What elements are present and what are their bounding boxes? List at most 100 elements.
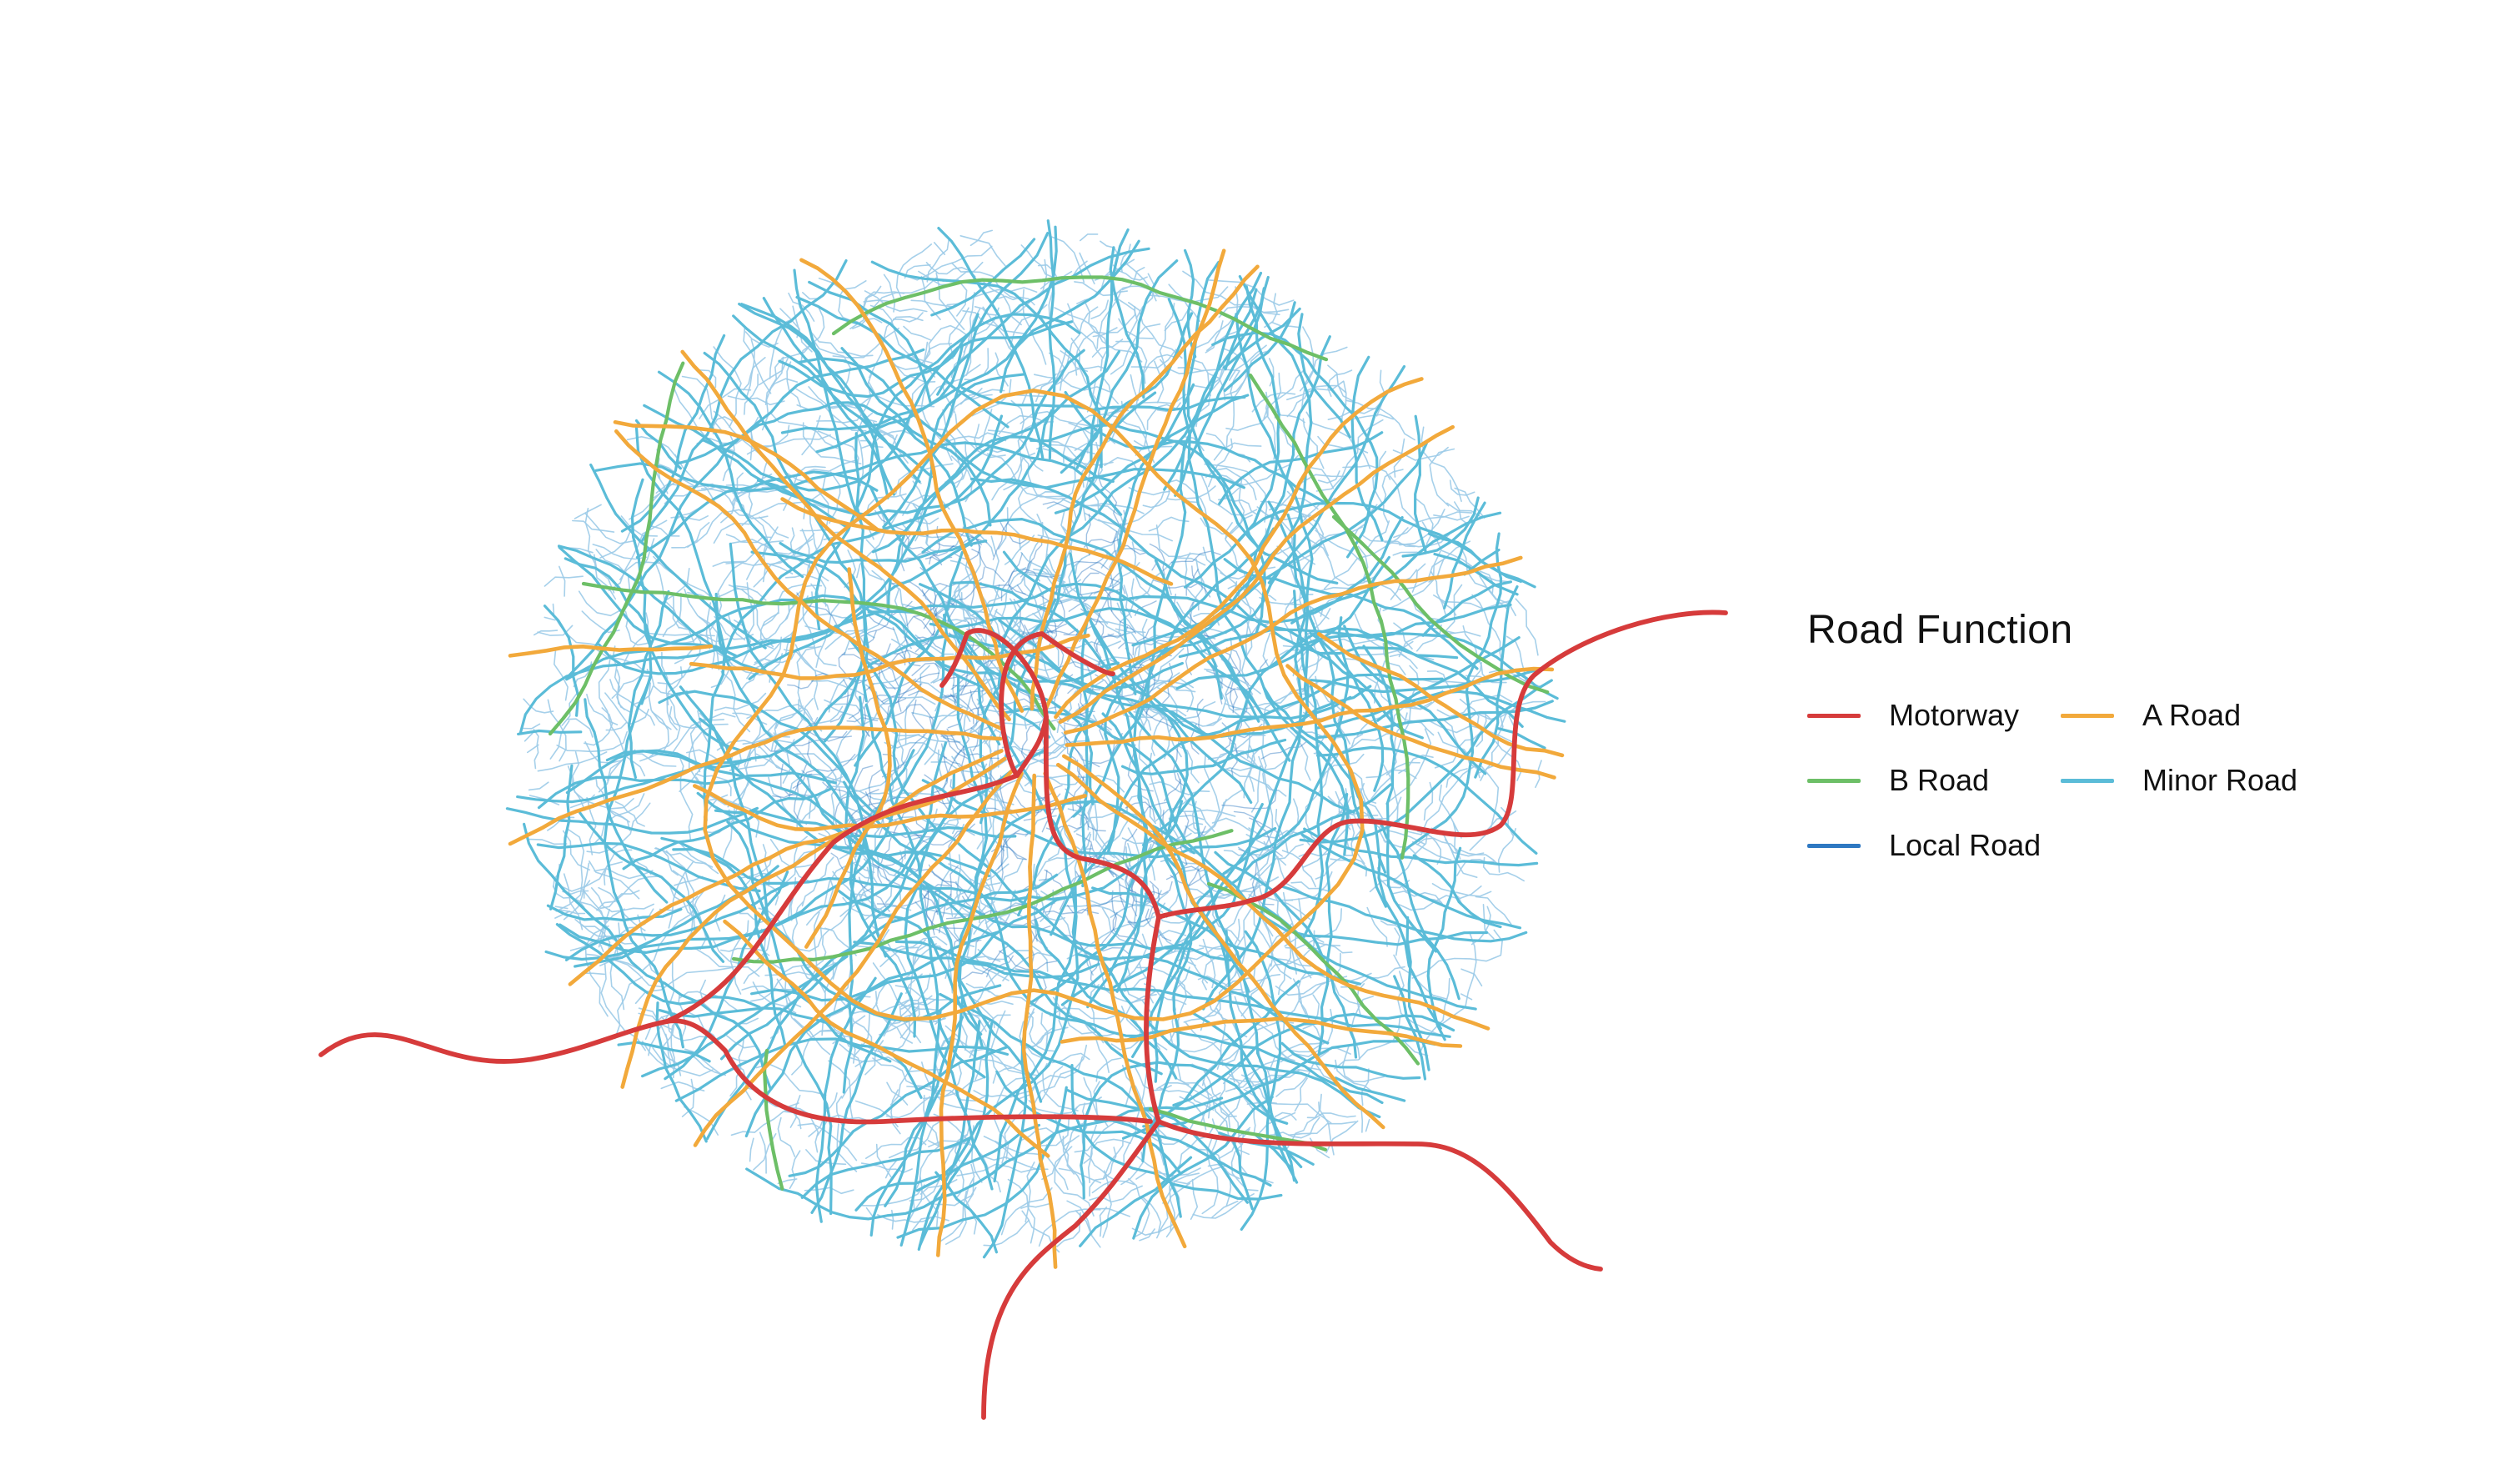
- minor-road: [1412, 854, 1502, 929]
- local-road: [936, 779, 956, 805]
- local-road: [1234, 996, 1287, 1058]
- minor-road: [598, 539, 988, 675]
- local-road: [521, 723, 541, 730]
- local-road: [1063, 588, 1123, 636]
- local-road: [764, 378, 799, 405]
- legend-item-minor-road: Minor Road: [2061, 748, 2311, 813]
- local-road: [1135, 1155, 1228, 1185]
- local-road: [901, 603, 967, 622]
- legend-item-motorway: Motorway: [1807, 683, 2057, 748]
- local-road: [527, 744, 539, 754]
- local-road: [1006, 507, 1021, 550]
- minor-road: [1121, 738, 1287, 775]
- local-road: [912, 480, 924, 542]
- local-road: [1041, 1135, 1080, 1181]
- local-road: [911, 662, 942, 676]
- local-road: [841, 643, 891, 661]
- local-road: [783, 649, 819, 710]
- local-road: [1433, 595, 1471, 605]
- a-road: [693, 784, 1087, 832]
- a-road: [613, 420, 880, 532]
- local-road: [945, 903, 1023, 920]
- local-road: [728, 615, 746, 641]
- local-road: [547, 699, 567, 762]
- local-road: [1221, 789, 1277, 810]
- local-road: [856, 505, 886, 579]
- minor-road: [1286, 513, 1387, 908]
- minor-road: [660, 836, 787, 1050]
- local-road: [1287, 1008, 1334, 1053]
- local-road: [1455, 891, 1492, 897]
- local-road: [924, 887, 964, 930]
- local-road: [1449, 479, 1475, 496]
- local-road: [785, 472, 829, 531]
- local-road: [769, 999, 799, 1039]
- local-road: [614, 976, 643, 1040]
- local-road: [1018, 484, 1037, 523]
- local-road: [1095, 633, 1115, 672]
- local-road: [934, 600, 959, 620]
- minor-road: [672, 848, 1073, 902]
- local-road: [956, 278, 968, 317]
- minor-road: [1316, 700, 1554, 740]
- local-road: [899, 1006, 922, 1044]
- local-road: [1290, 542, 1324, 566]
- local-road: [1260, 747, 1287, 797]
- local-road: [900, 997, 939, 1010]
- local-road: [1398, 754, 1434, 774]
- minor-road: [1128, 710, 1303, 1168]
- local-road: [1485, 954, 1502, 962]
- local-road: [1046, 463, 1076, 509]
- local-road: [1113, 668, 1124, 714]
- local-road: [873, 421, 896, 440]
- minor-road: [1116, 383, 1195, 695]
- local-road: [959, 389, 1005, 405]
- local-road: [1292, 978, 1322, 1041]
- minor-road: [1300, 632, 1559, 700]
- a-road: [620, 749, 1004, 1089]
- local-road: [1207, 750, 1262, 771]
- local-road: [584, 707, 614, 746]
- local-road: [1095, 1036, 1110, 1073]
- local-road: [799, 529, 843, 534]
- local-road: [1327, 369, 1353, 397]
- minor-road: [894, 940, 1451, 1038]
- minor-road: [995, 1070, 1182, 1175]
- local-road: [634, 966, 734, 1005]
- local-road: [1054, 1146, 1095, 1217]
- local-road: [1155, 524, 1205, 558]
- local-road: [849, 1015, 866, 1064]
- local-road: [1470, 906, 1491, 946]
- minor-road: [1035, 919, 1178, 1080]
- local-road: [1127, 744, 1154, 792]
- local-road: [705, 602, 712, 650]
- minor-road: [1142, 1039, 1437, 1128]
- local-road: [926, 238, 949, 283]
- local-road: [1028, 1096, 1102, 1115]
- a-road: [1316, 632, 1565, 758]
- local-road: [1290, 689, 1321, 710]
- a-road: [568, 756, 1007, 986]
- minor-road: [1065, 1088, 1249, 1204]
- local-road: [1102, 413, 1155, 464]
- local-road: [942, 777, 959, 835]
- local-road: [789, 527, 813, 574]
- minor-road: [589, 463, 767, 650]
- local-road: [556, 731, 628, 753]
- local-road: [829, 471, 841, 524]
- local-road: [929, 525, 940, 564]
- local-road: [549, 720, 570, 760]
- local-road: [712, 540, 784, 567]
- local-road: [1393, 438, 1405, 478]
- local-road: [1470, 600, 1510, 610]
- local-road: [1452, 822, 1460, 856]
- local-road: [954, 572, 974, 606]
- local-road: [1420, 765, 1476, 835]
- minor-road: [814, 313, 1081, 630]
- local-road: [914, 635, 954, 655]
- local-road: [592, 544, 648, 560]
- local-road: [802, 422, 862, 464]
- local-road: [1074, 327, 1118, 376]
- local-road: [891, 1209, 894, 1230]
- local-road: [849, 1056, 900, 1064]
